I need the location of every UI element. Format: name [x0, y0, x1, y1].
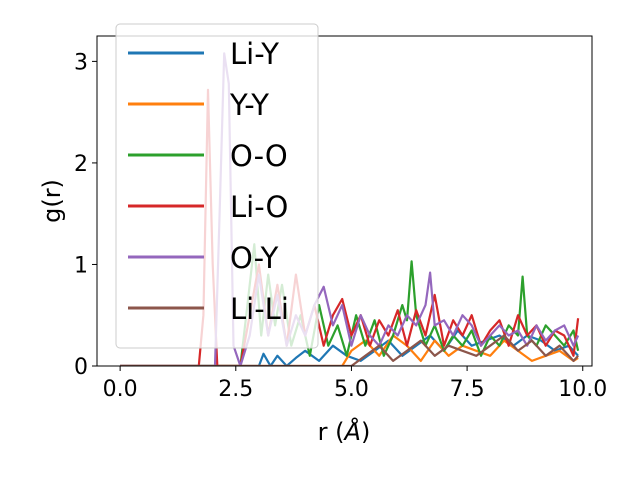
x-axis-label-unit: Å	[343, 417, 361, 446]
legend-label-li-li: Li-Li	[230, 292, 289, 326]
series-line-li-li	[120, 334, 579, 366]
x-tick-label: 7.5	[450, 377, 485, 402]
x-axis-label: r (Å)	[318, 417, 371, 446]
x-tick-label: 5.0	[334, 377, 369, 402]
series-line-li-o	[120, 88, 580, 366]
y-axis-label: g(r)	[38, 179, 66, 223]
legend-label-o-y: O-Y	[230, 241, 279, 275]
series-line-li-y	[120, 329, 579, 366]
x-tick-label: 0.0	[103, 377, 138, 402]
x-tick-label: 10.0	[558, 377, 607, 402]
x-axis-label-main: r (	[318, 418, 345, 446]
legend-label-li-o: Li-O	[230, 190, 288, 224]
x-axis-label-close: )	[361, 418, 370, 446]
legend-label-y-y: Y-Y	[229, 88, 269, 122]
series-line-y-y	[120, 334, 579, 366]
axes-layer: 0.0 2.5 5.0 7.5 10.0 0 1 2 3	[74, 50, 607, 402]
legend: Li-Y Y-Y O-O Li-O O-Y Li-Li	[115, 23, 319, 349]
y-tick-label: 0	[74, 355, 88, 380]
legend-label-li-y: Li-Y	[230, 37, 279, 71]
x-tick-label: 2.5	[218, 377, 253, 402]
legend-label-o-o: O-O	[230, 139, 288, 173]
plot-frame	[96, 35, 593, 367]
y-tick-label: 1	[74, 253, 88, 278]
y-tick-label: 3	[74, 50, 88, 75]
y-tick-label: 2	[74, 152, 88, 177]
